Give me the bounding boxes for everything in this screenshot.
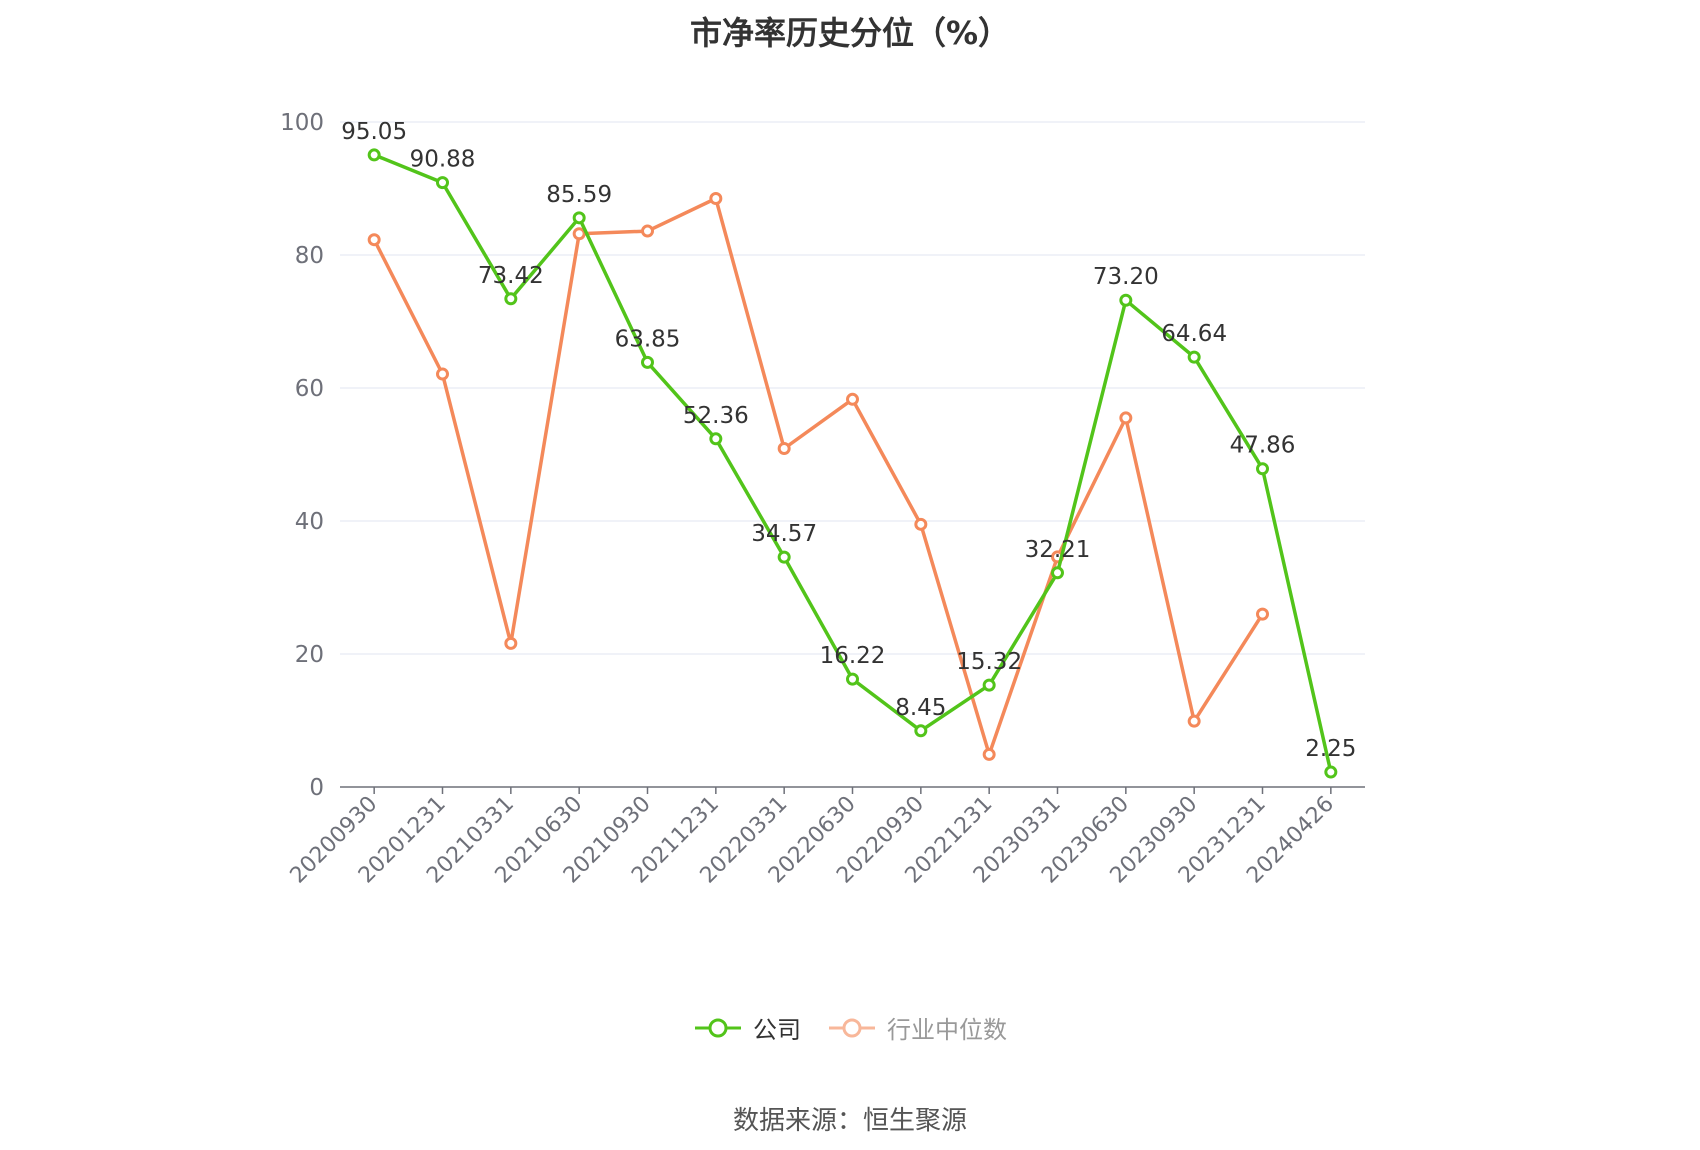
series-line-1 [372,196,1264,757]
data-point [709,432,723,446]
data-label: 47.86 [1230,433,1296,459]
data-point [436,176,449,190]
y-tick-label: 20 [295,642,324,668]
data-label: 64.64 [1161,321,1227,347]
y-tick-label: 60 [295,376,324,402]
legend-item-industry[interactable]: 行业中位数 [827,1010,1007,1045]
data-point [1187,350,1201,364]
data-point [982,747,996,761]
data-point [1119,293,1133,307]
y-tick-label: 100 [280,110,324,136]
data-point [846,392,859,406]
legend-item-company[interactable]: 公司 [693,1010,801,1045]
data-label: 16.22 [820,643,886,669]
data-point [436,367,449,381]
legend-industry-label: 行业中位数 [887,1016,1007,1044]
data-point [367,233,381,247]
data-point [914,517,928,531]
data-point [1256,607,1269,621]
data-label: 73.20 [1093,264,1159,290]
data-label: 8.45 [895,695,946,721]
data-point [504,636,518,650]
data-point [367,148,381,162]
data-point [1187,714,1201,728]
y-tick-label: 0 [309,775,324,801]
data-source: 数据来源：恒生聚源 [732,1106,967,1136]
chart-title: 市净率历史分位（%） [689,14,1011,52]
data-point [572,227,586,241]
data-label: 34.57 [751,521,817,547]
legend-industry-marker-icon [829,1018,875,1037]
data-label: 85.59 [546,182,612,208]
data-label: 95.05 [341,119,407,145]
series-layer [367,148,1338,779]
data-label: 32.21 [1025,537,1091,563]
data-point [914,724,928,738]
data-point [777,442,791,456]
data-label: 63.85 [615,326,681,352]
y-tick-label: 40 [295,509,324,535]
data-point [572,211,586,225]
data-point [846,672,859,686]
data-point [1051,566,1064,580]
data-label: 52.36 [683,403,749,429]
data-point [982,678,996,692]
data-point [1256,462,1269,476]
data-label: 2.25 [1305,736,1356,762]
data-point [504,292,518,306]
axis-layer: 0204060801002020093020201231202103312021… [280,110,1365,888]
data-label: 73.42 [478,263,544,289]
legend-company-label: 公司 [753,1016,801,1044]
grid-layer [340,121,1365,655]
data-label: 15.32 [956,649,1022,675]
legend: 公司 行业中位数 [0,1010,1700,1045]
legend-company-marker-icon [695,1018,741,1037]
y-tick-label: 80 [295,243,324,269]
data-point [641,224,654,238]
data-point [641,355,654,369]
data-point [1324,765,1338,779]
data-label: 90.88 [410,147,476,173]
data-point [777,550,791,564]
data-point [709,191,723,205]
data-point [1119,411,1133,425]
